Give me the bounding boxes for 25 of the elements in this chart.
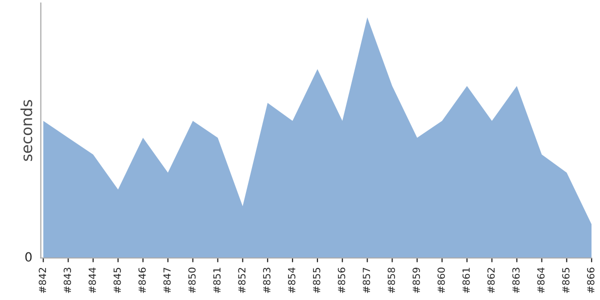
x-tick-label: #860 [438, 268, 445, 293]
x-tick-label: #844 [88, 268, 96, 293]
x-tick-label: #853 [263, 268, 270, 293]
x-tick-label: #859 [412, 268, 420, 293]
x-tick-label: #854 [288, 268, 296, 293]
y-axis-title: seconds [20, 100, 32, 161]
x-tick-label: #846 [138, 268, 146, 293]
x-tick-label: #858 [388, 268, 396, 293]
x-tick-label: #863 [512, 268, 520, 293]
text: 0 [25, 252, 32, 262]
x-tick-label: #851 [213, 268, 221, 293]
x-tick-label: #856 [338, 268, 346, 293]
x-tick-label: #847 [163, 268, 171, 293]
x-tick-label: #843 [64, 268, 72, 293]
x-tick-label: #842 [38, 268, 46, 293]
x-tick-label: #865 [562, 268, 570, 293]
x-tick-label: #864 [537, 268, 545, 293]
x-tick-label: #862 [487, 268, 495, 293]
x-tick-label: #852 [238, 268, 246, 293]
x-tick-label: #857 [362, 268, 370, 293]
x-tick-label: #866 [587, 268, 594, 293]
x-tick-label: #861 [462, 268, 470, 293]
x-tick-label: #845 [114, 268, 121, 293]
x-tick-label: #855 [312, 268, 320, 293]
x-tick-label: #850 [188, 268, 196, 293]
